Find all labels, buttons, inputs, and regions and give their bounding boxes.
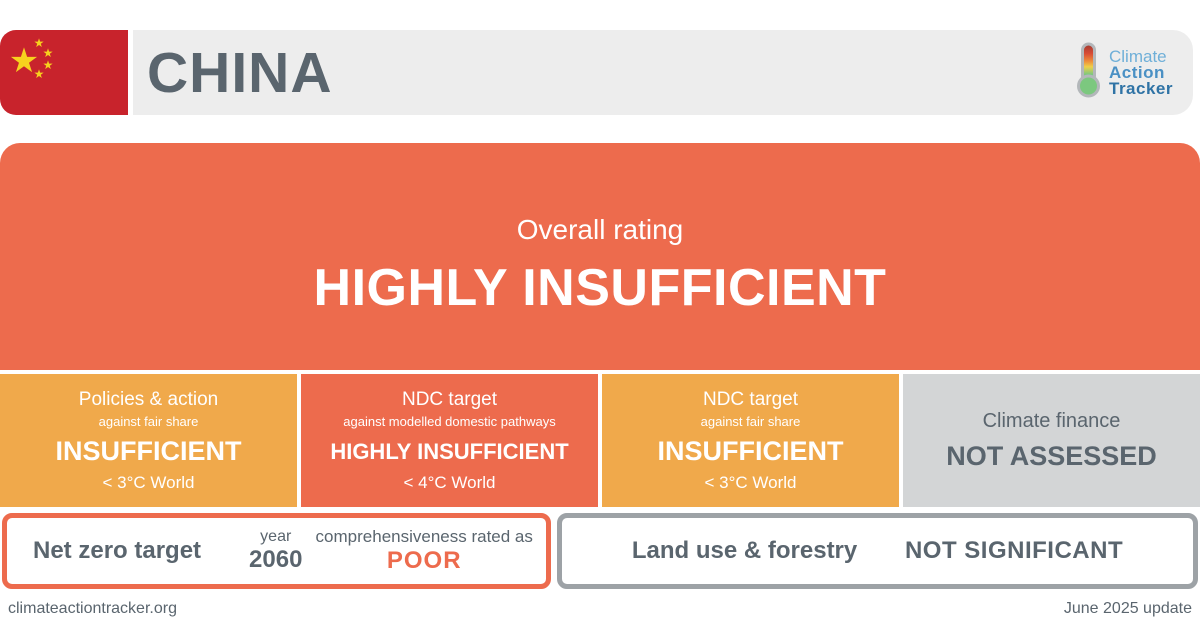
net-zero-comprehensiveness: comprehensiveness rated as POOR (302, 527, 546, 575)
header-bar: CHINA (133, 30, 1193, 115)
header: ★ ★ ★ ★ ★ CHINA (0, 30, 1200, 115)
climate-action-tracker-logo: Climate Action Tracker (1075, 42, 1177, 103)
land-use-rating: NOT SIGNIFICANT (904, 537, 1124, 564)
column-title: Climate finance (982, 409, 1121, 432)
net-zero-label: Net zero target (33, 537, 202, 564)
logo-word-tracker: Tracker (1109, 78, 1173, 98)
thermometer-icon (1075, 42, 1102, 103)
column-rating: INSUFFICIENT (657, 435, 844, 466)
column-rating: HIGHLY INSUFFICIENT (330, 438, 569, 464)
china-flag-icon: ★ ★ ★ ★ ★ (0, 30, 128, 115)
column-subtitle: against modelled domestic pathways (343, 413, 556, 429)
column-title: NDC target (702, 388, 799, 410)
column-policies-action: Policies & action against fair share INS… (0, 374, 297, 507)
column-subtitle: against fair share (98, 413, 199, 429)
net-zero-year-value: 2060 (249, 546, 303, 573)
net-zero-year-label: year (260, 528, 292, 545)
rating-columns: Policies & action against fair share INS… (0, 374, 1200, 507)
column-title: Policies & action (78, 388, 219, 410)
bottom-boxes: Net zero target year 2060 comprehensiven… (0, 513, 1200, 589)
column-title: NDC target (401, 388, 498, 410)
flag-star-icon: ★ (33, 36, 45, 50)
overall-rating-value: HIGHLY INSUFFICIENT (313, 258, 887, 317)
column-rating: NOT ASSESSED (946, 440, 1157, 471)
net-zero-target-box: Net zero target year 2060 comprehensiven… (2, 513, 551, 589)
column-world: < 4°C World (403, 472, 496, 492)
column-world: < 3°C World (102, 472, 195, 492)
logo-word-climate: Climate (1109, 46, 1167, 66)
comprehensiveness-rating: POOR (386, 547, 462, 574)
overall-rating-banner: Overall rating HIGHLY INSUFFICIENT (0, 143, 1200, 370)
website-url: climateactiontracker.org (8, 600, 177, 617)
flag-star-icon: ★ (42, 58, 54, 72)
column-ndc-target-modelled: NDC target against modelled domestic pat… (301, 374, 598, 507)
footer: climateactiontracker.org June 2025 updat… (0, 600, 1200, 618)
column-subtitle: against fair share (700, 413, 801, 429)
column-climate-finance: Climate finance NOT ASSESSED (903, 374, 1200, 507)
column-ndc-target-fair-share: NDC target against fair share INSUFFICIE… (602, 374, 899, 507)
country-title: CHINA (147, 40, 333, 105)
flag-star-icon: ★ (42, 46, 54, 60)
column-world: < 3°C World (704, 472, 797, 492)
land-use-label: Land use & forestry (631, 537, 858, 564)
comprehensiveness-label: comprehensiveness rated as (315, 527, 533, 546)
overall-rating-label: Overall rating (516, 213, 684, 245)
logo-word-action: Action (1109, 62, 1165, 82)
net-zero-year: year 2060 (249, 528, 302, 574)
land-use-forestry-box: Land use & forestry NOT SIGNIFICANT (557, 513, 1198, 589)
flag-star-icon: ★ (33, 67, 45, 81)
update-date: June 2025 update (1063, 600, 1192, 617)
column-rating: INSUFFICIENT (55, 435, 242, 466)
flag-star-icon: ★ (8, 42, 40, 80)
logo-wordmark: Climate Action Tracker (1109, 46, 1173, 98)
